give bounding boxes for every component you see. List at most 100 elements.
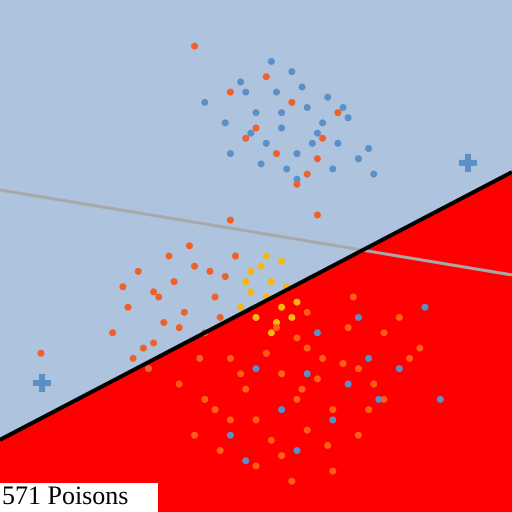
point [252,416,260,424]
point [278,303,286,311]
point [303,308,311,316]
point [124,303,132,311]
point [278,124,286,132]
point [313,375,321,383]
point [226,416,234,424]
point [252,313,260,321]
point [395,313,403,321]
point [380,395,388,403]
point [288,98,296,106]
point [329,165,337,173]
point [354,365,362,373]
point [370,170,378,178]
point [354,431,362,439]
point [206,267,214,275]
point [247,267,255,275]
point [334,109,342,117]
point [288,477,296,485]
point [324,441,332,449]
point [134,267,142,275]
point [180,308,188,316]
point [272,88,280,96]
point [303,170,311,178]
point [237,303,245,311]
point [257,262,265,270]
point [109,329,117,337]
point [252,109,260,117]
point [293,395,301,403]
point [252,365,260,373]
point [262,139,270,147]
point [339,104,347,112]
point [262,73,270,81]
plus-marker [32,373,51,392]
point [216,447,224,455]
point [395,365,403,373]
point [150,339,158,347]
point [303,344,311,352]
point [175,380,183,388]
point [354,155,362,163]
point [329,467,337,475]
point [247,288,255,296]
point [344,380,352,388]
point [247,129,255,137]
point [278,406,286,414]
point [160,319,168,327]
point [139,344,147,352]
point [216,313,224,321]
point [278,257,286,265]
point [288,68,296,76]
point [436,395,444,403]
point [278,109,286,117]
point [313,211,321,219]
point [406,354,414,362]
point [313,329,321,337]
point [262,349,270,357]
point [339,360,347,368]
point [211,406,219,414]
point [226,431,234,439]
point [226,216,234,224]
reference-line [0,188,512,277]
point [365,354,373,362]
point [196,354,204,362]
point [150,288,158,296]
point [298,385,306,393]
point [165,252,173,260]
point [313,129,321,137]
point [324,93,332,101]
point [242,385,250,393]
point [272,324,280,332]
point [242,278,250,286]
point [175,324,183,332]
point [319,134,327,142]
point [293,180,301,188]
point [237,370,245,378]
point [226,354,234,362]
point [421,303,429,311]
point [278,370,286,378]
point [226,88,234,96]
point [226,150,234,158]
point [252,124,260,132]
point [191,262,199,270]
point [144,365,152,373]
point [293,447,301,455]
point [365,406,373,414]
point [221,272,229,280]
point [252,462,260,470]
point [370,380,378,388]
boundary [0,170,512,442]
point [303,426,311,434]
point [293,334,301,342]
point [329,406,337,414]
point [375,395,383,403]
point [283,165,291,173]
point [354,313,362,321]
point [267,278,275,286]
point [293,298,301,306]
point [155,293,163,301]
point [267,329,275,337]
point [257,160,265,168]
